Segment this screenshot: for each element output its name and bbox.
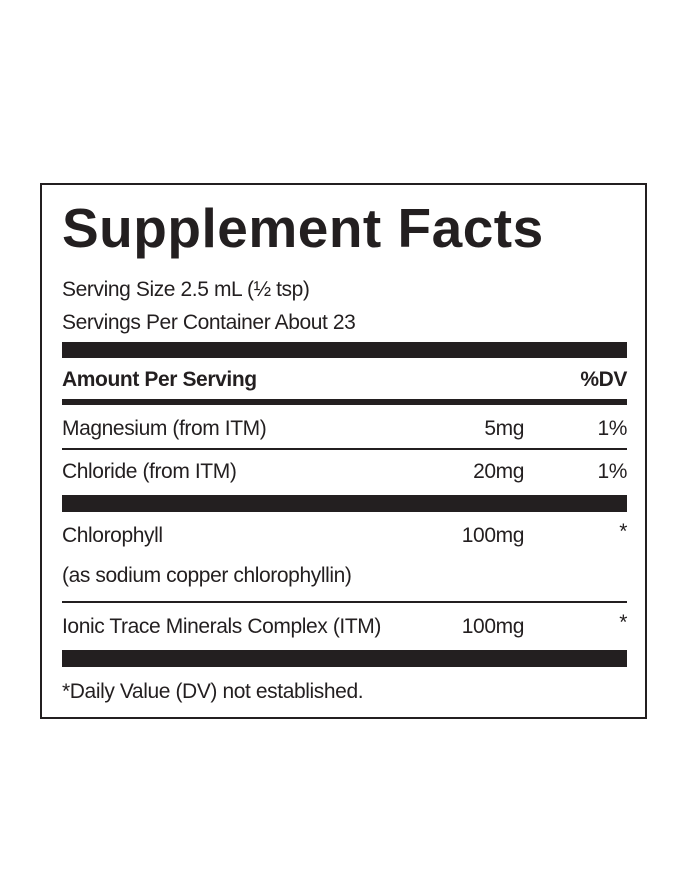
medium-rule bbox=[62, 399, 627, 405]
column-header: Amount Per Serving bbox=[62, 368, 257, 391]
nutrient-name: Magnesium (from ITM) bbox=[62, 417, 267, 440]
serving-size: Serving Size 2.5 mL (½ tsp) bbox=[62, 278, 310, 301]
daily-value: * bbox=[619, 520, 627, 543]
amount: 20mg bbox=[473, 460, 524, 483]
nutrient-name: Chlorophyll bbox=[62, 524, 163, 547]
thick-rule bbox=[62, 342, 627, 358]
daily-value: 1% bbox=[597, 417, 627, 440]
thin-rule bbox=[62, 601, 627, 603]
footnote: *Daily Value (DV) not established. bbox=[62, 680, 364, 703]
nutrient-name: Chloride (from ITM) bbox=[62, 460, 237, 483]
servings-per-container: Servings Per Container About 23 bbox=[62, 311, 356, 334]
thin-rule bbox=[62, 448, 627, 450]
thick-rule bbox=[62, 650, 627, 667]
supplement-facts-panel: Supplement Facts Serving Size 2.5 mL (½ … bbox=[40, 183, 647, 719]
nutrient-source: (as sodium copper chlorophyllin) bbox=[62, 564, 352, 587]
title: Supplement Facts bbox=[62, 197, 544, 259]
daily-value: 1% bbox=[597, 460, 627, 483]
amount: 5mg bbox=[484, 417, 524, 440]
nutrient-name: Ionic Trace Minerals Complex (ITM) bbox=[62, 615, 381, 638]
thick-rule bbox=[62, 495, 627, 512]
amount: 100mg bbox=[461, 524, 525, 547]
daily-value: * bbox=[619, 611, 627, 634]
column-header: %DV bbox=[580, 368, 627, 391]
amount: 100mg bbox=[461, 615, 525, 638]
